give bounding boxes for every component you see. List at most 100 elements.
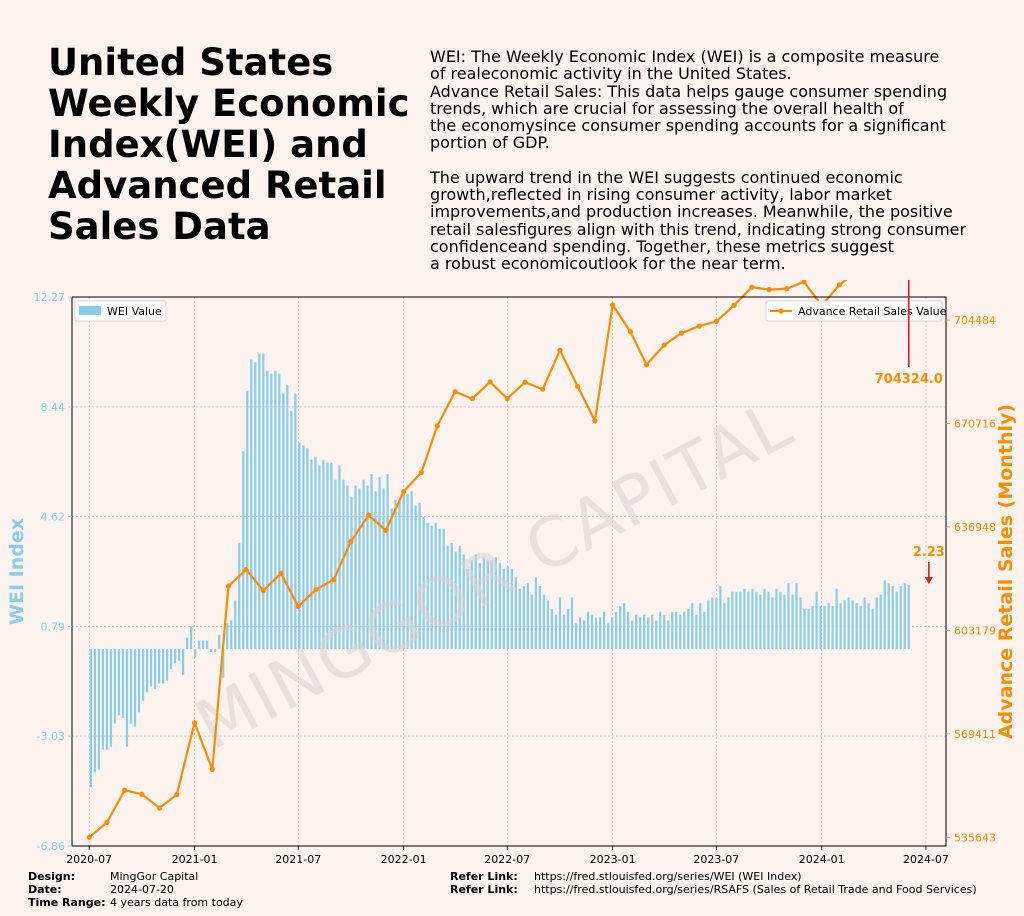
wei-annotation-arrowhead (924, 577, 933, 585)
wei-bar (386, 474, 389, 650)
refer-link-rsafs[interactable]: https://fred.stlouisfed.org/series/RSAFS… (534, 883, 977, 896)
wei-bar (362, 479, 365, 650)
wei-bar (101, 649, 105, 750)
wei-bar (582, 620, 586, 650)
sales-point (418, 469, 424, 476)
refer-link-wei[interactable]: https://fred.stlouisfed.org/series/WEI (… (534, 870, 802, 883)
footer-meta: Design: MingGor Capital Date: 2024-07-20 T… (28, 870, 243, 909)
wei-bar (586, 611, 590, 650)
sales-point (610, 302, 616, 308)
wei-bar (727, 597, 730, 650)
wei-bar (619, 606, 622, 650)
time-range-label: Time Range: (28, 896, 106, 909)
sales-point (504, 396, 510, 402)
wei-bar (218, 634, 221, 650)
wei-bar (426, 522, 429, 650)
sales-point (86, 834, 92, 840)
sales-annotation-label: 704324.0 (875, 372, 943, 387)
wei-bar (149, 649, 153, 687)
wei-bar (867, 603, 870, 650)
wei-bar (839, 603, 842, 650)
wei-bar (695, 614, 698, 650)
sales-point (522, 379, 528, 385)
wei-bar (659, 611, 662, 650)
wei-bar (879, 594, 882, 650)
wei-bar (767, 591, 770, 650)
wei-bar (831, 606, 834, 650)
wei-bar (522, 585, 525, 650)
description-paragraph-1: WEI: The Weekly Economic Index (WEI) is … (430, 47, 948, 153)
wei-bar (282, 393, 285, 650)
wei-bar (655, 620, 658, 650)
wei-bar (751, 588, 754, 650)
right-axis-label: Advance Retail Sales (Monthly) (995, 404, 1017, 739)
x-tick-label: 2023-07 (693, 853, 739, 866)
wei-annotation-label: 2.23 (913, 545, 945, 560)
date-label: Date: (28, 883, 62, 896)
wei-bar (763, 588, 766, 650)
wei-bar (594, 617, 598, 650)
wei-bar (153, 649, 157, 690)
wei-bar (145, 649, 149, 693)
wei-bar (354, 485, 357, 650)
wei-bar (270, 373, 273, 650)
wei-bar (827, 603, 830, 650)
wei-bar (290, 410, 293, 650)
sales-point (469, 396, 475, 402)
wei-bar (707, 600, 710, 650)
wei-bar (631, 620, 634, 650)
time-range-value: 4 years data from today (110, 896, 243, 909)
sales-point (713, 318, 719, 325)
wei-bar (578, 617, 582, 650)
wei-bar (398, 499, 401, 650)
legends: WEI Value Advance Retail Sales Value (74, 300, 947, 322)
wei-bar (222, 649, 225, 678)
sales-point (295, 603, 301, 610)
footer-links: Refer Link: https://fred.stlouisfed.org/s… (450, 870, 977, 896)
wei-bar (366, 485, 369, 650)
wei-bar (510, 568, 513, 650)
wei-bar (647, 617, 650, 650)
wei-bar (590, 614, 594, 650)
wei-bar (643, 614, 646, 650)
wei-bar (266, 370, 269, 650)
sales-point (139, 791, 145, 797)
sales-point (157, 805, 163, 811)
x-tick-label: 2021-07 (275, 853, 321, 866)
wei-bar (117, 649, 121, 716)
wei-bar (210, 649, 213, 652)
wei-bar (558, 597, 562, 650)
wei-bar (851, 600, 854, 650)
wei-bar (502, 568, 505, 650)
wei-bar (771, 597, 774, 650)
x-tick-label: 2023-01 (590, 853, 636, 866)
wei-bar (310, 459, 313, 650)
wei-bar (182, 649, 185, 675)
design-value: MingGor Capital (110, 870, 199, 883)
wei-bar (835, 588, 838, 650)
wei-bar (394, 499, 397, 650)
wei-bar (322, 459, 325, 650)
wei-bar (202, 640, 205, 650)
wei-bar (478, 563, 481, 650)
sales-line-path (88, 280, 848, 839)
wei-bar (538, 585, 542, 650)
wei-bar (747, 591, 750, 650)
wei-bar (899, 585, 902, 650)
wei-bar (390, 508, 393, 650)
wei-bar (883, 580, 886, 650)
wei-bar (739, 591, 742, 650)
wei-bar (446, 545, 449, 650)
left-y-tick-label: 12.27 (34, 291, 66, 304)
wei-bar (450, 542, 453, 650)
wei-bar (803, 608, 806, 650)
sales-point (401, 488, 407, 495)
x-tick-label: 2022-07 (484, 853, 530, 866)
dual-axis-chart: MINGGOR CAPITAL 2020-07 2021-01 2021-07 202… (6, 280, 1017, 866)
wei-bar (274, 370, 277, 650)
wei-bar (602, 611, 606, 650)
description: WEI: The Weekly Economic Index (WEI) is … (430, 48, 1010, 273)
sales-point (836, 282, 843, 288)
wei-bar (891, 585, 894, 650)
wei-bar (574, 623, 578, 650)
